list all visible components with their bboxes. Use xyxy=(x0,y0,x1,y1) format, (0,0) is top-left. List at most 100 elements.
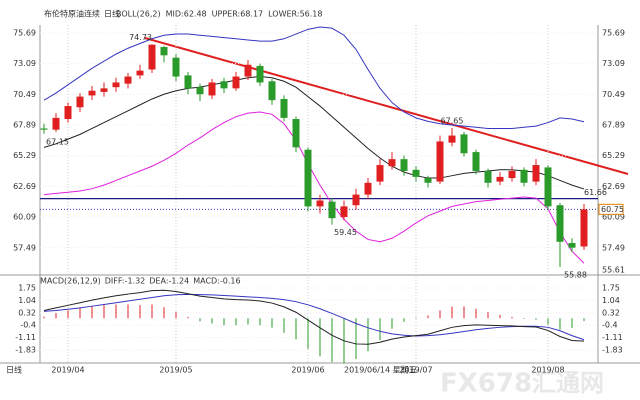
candle-body xyxy=(352,194,360,206)
candle-body xyxy=(400,159,408,171)
extreme-label: 67.65 xyxy=(441,116,464,125)
y-tick-label: -1.83 xyxy=(15,346,36,355)
candle-body xyxy=(124,76,132,84)
candle-body xyxy=(496,176,504,182)
macd-header: DEA:-1.24 xyxy=(149,277,189,286)
candle-body xyxy=(520,169,528,183)
period-button[interactable]: 日线 xyxy=(6,365,22,375)
candle-body xyxy=(100,88,108,92)
boll-upper xyxy=(43,26,585,129)
candle-body xyxy=(484,170,492,183)
boll-header: MID:62.48 xyxy=(166,10,207,19)
macd-header: DIFF:-1.32 xyxy=(105,277,146,286)
y-tick-label: 60.09 xyxy=(602,213,625,222)
extreme-label: 67.15 xyxy=(46,137,69,146)
candle-body xyxy=(316,200,324,207)
candle-body xyxy=(568,242,576,248)
y-tick-label: 70.49 xyxy=(13,90,36,99)
y-tick-label: 75.69 xyxy=(13,29,36,38)
level-label: 61.66 xyxy=(584,188,607,197)
candle-body xyxy=(136,70,144,76)
boll-header: LOWER:56.18 xyxy=(268,10,322,19)
candle-body xyxy=(52,117,60,130)
y-tick-label: 67.89 xyxy=(602,121,625,130)
cursor-date: 2019/06/14 星期五 xyxy=(344,366,417,375)
instrument-title: 布伦特原油连续 xyxy=(44,9,100,19)
candle-body xyxy=(256,65,264,83)
candle-body xyxy=(508,170,516,179)
candle-body xyxy=(532,165,540,182)
y-tick-label: 57.49 xyxy=(13,243,36,252)
candle-body xyxy=(544,167,552,207)
candle-body xyxy=(412,169,420,177)
candle-body xyxy=(328,201,336,219)
candle-body xyxy=(340,206,348,218)
candle-body xyxy=(76,96,84,108)
candle-body xyxy=(64,106,72,120)
x-tick-label: 2019/07 xyxy=(399,366,432,375)
y-tick-label: 1.04 xyxy=(18,296,36,305)
boll-lower xyxy=(43,111,585,264)
y-tick-label: 75.69 xyxy=(602,29,625,38)
candle-body xyxy=(160,47,168,56)
y-tick-label: 60.09 xyxy=(13,213,36,222)
candle-body xyxy=(292,119,300,148)
candle-body xyxy=(364,182,372,195)
y-axis-min-label: 55.61 xyxy=(602,266,625,275)
candle-body xyxy=(376,165,384,182)
x-tick-label: 2019/05 xyxy=(159,366,192,375)
candle-body xyxy=(172,57,180,77)
candle-body xyxy=(388,159,396,167)
candle-body xyxy=(424,178,432,183)
watermark: 汇通网 xyxy=(532,369,604,397)
y-tick-label: 73.09 xyxy=(13,59,36,68)
macd-dea xyxy=(43,293,585,341)
y-tick-label: 62.69 xyxy=(13,182,36,191)
y-tick-label: -1.83 xyxy=(602,346,623,355)
x-tick-label: 2019/06 xyxy=(291,366,324,375)
y-tick-label: 1.04 xyxy=(602,296,620,305)
y-tick-label: 1.75 xyxy=(18,284,36,293)
extreme-label: 74.73 xyxy=(129,33,152,42)
macd-diff xyxy=(43,289,585,345)
x-tick-label: 2019/08 xyxy=(531,366,564,375)
candle-body xyxy=(184,75,192,89)
candle-body xyxy=(580,209,588,247)
y-tick-label: -0.4 xyxy=(602,321,618,330)
macd-header: MACD:-0.16 xyxy=(193,277,240,286)
y-tick-label: 70.49 xyxy=(602,90,625,99)
candle-body xyxy=(112,82,120,88)
candle-body xyxy=(88,90,96,96)
y-tick-label: -0.4 xyxy=(20,321,36,330)
boll-header: BOLL(26,2) xyxy=(116,10,161,19)
y-tick-label: 65.29 xyxy=(13,151,36,160)
candle-body xyxy=(268,81,276,101)
candle-body xyxy=(556,205,564,242)
last-price-label: 60.75 xyxy=(601,205,624,214)
watermark: FX678 xyxy=(440,369,532,399)
candle-body xyxy=(280,98,288,118)
candle-body xyxy=(460,134,468,154)
boll-mid xyxy=(43,76,585,190)
candle-body xyxy=(208,82,216,96)
candle-body xyxy=(196,87,204,95)
y-tick-label: 62.69 xyxy=(602,182,625,191)
y-tick-label: -1.11 xyxy=(15,333,36,342)
y-tick-label: 0.32 xyxy=(602,308,620,317)
y-tick-label: 67.89 xyxy=(13,121,36,130)
extreme-label: 59.45 xyxy=(334,228,357,237)
y-tick-label: 1.75 xyxy=(602,284,620,293)
extreme-label: 55.88 xyxy=(564,270,587,279)
y-tick-label: 65.29 xyxy=(602,151,625,160)
candle-body xyxy=(448,135,456,143)
x-tick-label: 2019/04 xyxy=(51,366,84,375)
candle-body xyxy=(220,81,228,89)
y-tick-label: -1.11 xyxy=(602,333,623,342)
candle-body xyxy=(232,76,240,89)
candle-body xyxy=(148,44,156,70)
boll-header: UPPER:68.17 xyxy=(212,10,263,19)
y-tick-label: 0.32 xyxy=(18,308,36,317)
y-tick-label: 57.49 xyxy=(602,243,625,252)
candle-body xyxy=(472,152,480,171)
